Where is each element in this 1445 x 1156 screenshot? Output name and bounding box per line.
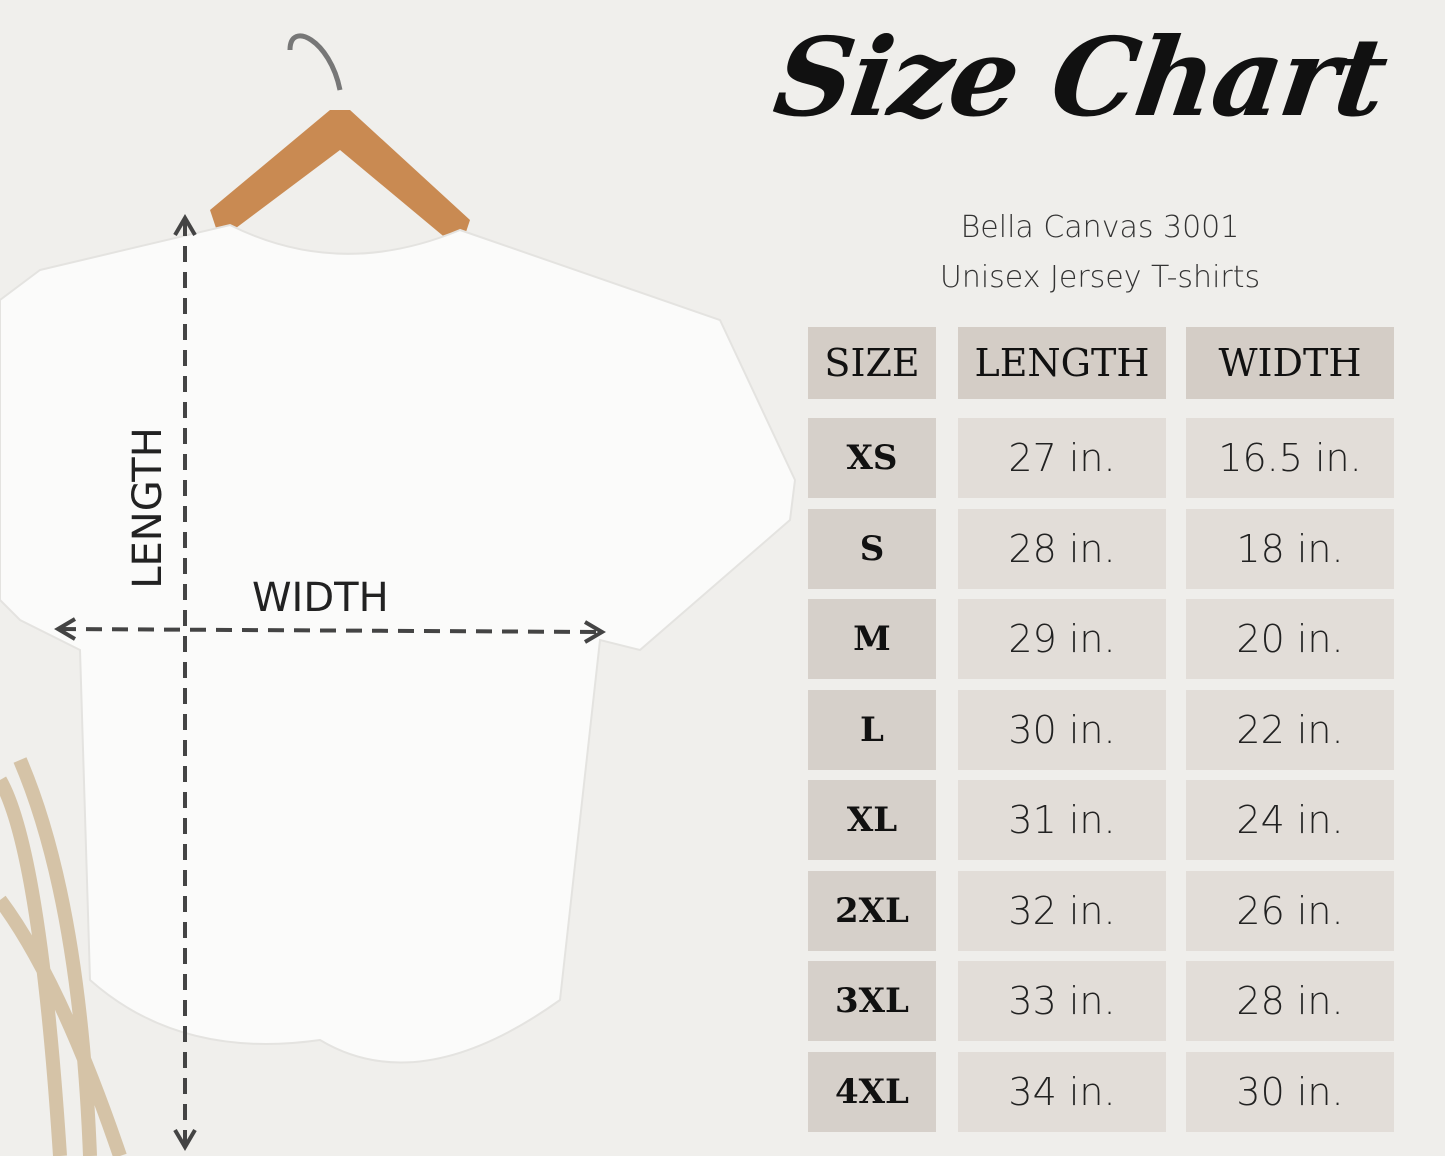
cell-length: 31 in. <box>958 780 1166 860</box>
cell-size: S <box>808 508 936 589</box>
tshirt-photo <box>0 33 797 1156</box>
cell-width: 30 in. <box>1186 1051 1394 1132</box>
page-title: Size Chart <box>767 15 1393 141</box>
tshirt <box>0 223 797 1064</box>
cell-length: 27 in. <box>958 418 1166 498</box>
cell-length: 30 in. <box>958 689 1166 770</box>
length-label: LENGTH <box>125 427 171 589</box>
cell-length: 34 in. <box>958 1051 1166 1132</box>
cell-width: 18 in. <box>1186 508 1394 589</box>
cell-size: M <box>808 599 936 679</box>
cell-width: 20 in. <box>1186 599 1394 679</box>
header-width: WIDTH <box>1186 327 1394 399</box>
cell-size: 3XL <box>808 961 936 1041</box>
cell-length: 29 in. <box>958 599 1166 679</box>
cell-width: 28 in. <box>1186 961 1394 1041</box>
cell-size: XS <box>808 418 936 498</box>
cell-width: 26 in. <box>1186 870 1394 951</box>
cell-size: XL <box>808 780 936 860</box>
header-size: SIZE <box>808 327 936 399</box>
length-arrowheads <box>173 214 197 1151</box>
cell-width: 24 in. <box>1186 780 1394 860</box>
cell-size: 2XL <box>808 870 936 951</box>
cell-length: 33 in. <box>958 961 1166 1041</box>
subtitle-type: Unisex Jersey T-shirts <box>939 260 1261 295</box>
cell-size: 4XL <box>808 1051 936 1132</box>
cell-width: 16.5 in. <box>1186 418 1394 498</box>
hanger-hook <box>287 33 343 91</box>
cell-length: 28 in. <box>958 508 1166 589</box>
cell-size: L <box>808 689 936 770</box>
header-length: LENGTH <box>958 327 1166 399</box>
subtitle-model: Bella Canvas 3001 <box>960 210 1240 245</box>
width-label: WIDTH <box>252 575 389 621</box>
width-arrowheads <box>54 617 606 644</box>
cell-length: 32 in. <box>958 870 1166 951</box>
cell-width: 22 in. <box>1186 689 1394 770</box>
width-arrow <box>59 627 601 634</box>
dried-grass <box>0 757 127 1156</box>
